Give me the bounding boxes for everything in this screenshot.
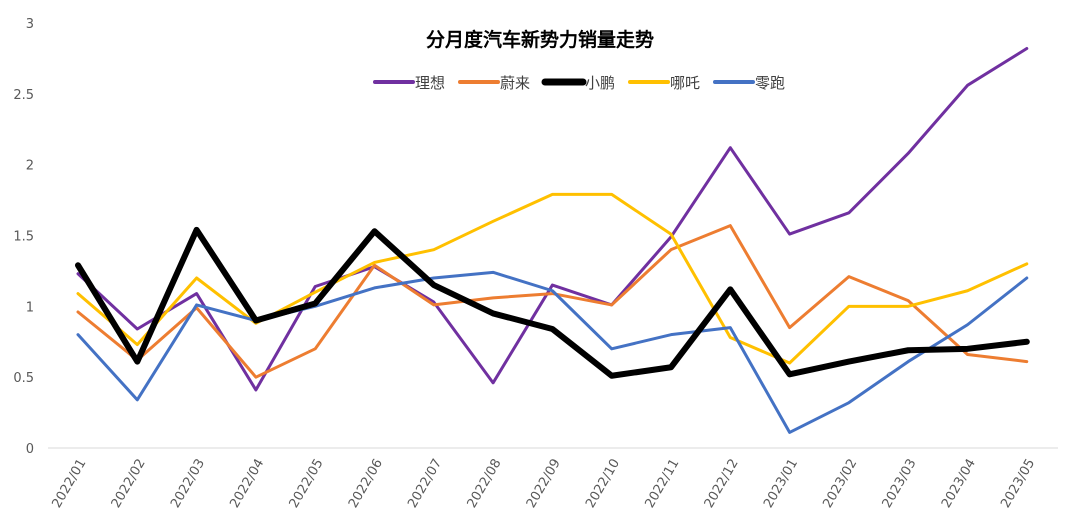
series-line-2	[75, 226, 1030, 379]
x-tick-label: 2022/11	[642, 457, 682, 511]
series-lines	[75, 47, 1030, 434]
legend-label: 哪吒	[670, 74, 700, 92]
legend-label: 蔚来	[500, 74, 530, 92]
x-tick-label: 2022/06	[346, 457, 386, 511]
x-tick-label: 2022/08	[465, 456, 505, 510]
x-tick-label: 2022/02	[109, 457, 149, 511]
legend-item: 零跑	[713, 74, 785, 92]
legend-item: 小鹏	[541, 74, 615, 92]
legend-label: 理想	[415, 74, 445, 92]
x-tick-label: 2022/12	[702, 457, 742, 511]
legend-label: 小鹏	[585, 74, 615, 92]
legend-item: 蔚来	[458, 74, 530, 92]
chart-title: 分月度汽车新势力销量走势	[426, 28, 654, 51]
x-tick-label: 2023/04	[939, 457, 979, 511]
series-line-4	[76, 270, 1029, 434]
y-tick-label: 1	[26, 300, 34, 315]
y-tick-label: 1.5	[13, 230, 34, 245]
x-tick-label: 2022/07	[405, 457, 445, 511]
x-tick-label: 2023/01	[761, 457, 801, 511]
legend-item: 理想	[373, 74, 445, 92]
x-tick-label: 2023/05	[998, 457, 1038, 511]
y-tick-label: 0.5	[13, 371, 34, 386]
y-tick-label: 2	[26, 159, 34, 174]
x-tick-label: 2022/03	[168, 457, 208, 511]
x-tick-label: 2023/02	[820, 457, 860, 511]
x-axis: 2022/01 2022/02 2022/03 2022/04 2022/05 2022/…	[48, 447, 1058, 511]
y-tick-label: 0	[26, 442, 34, 457]
y-axis: 0 0.5 1 1.5 2 2.5 3	[13, 17, 34, 457]
y-tick-label: 2.5	[13, 88, 34, 103]
x-tick-label: 2022/05	[287, 457, 327, 511]
x-tick-label: 2022/10	[583, 457, 623, 511]
series-line-0	[76, 47, 1029, 392]
x-tick-label: 2022/09	[524, 457, 564, 511]
legend-label: 零跑	[755, 74, 785, 92]
x-tick-label: 2022/04	[227, 457, 267, 511]
series-line-3	[76, 192, 1029, 365]
y-tick-label: 3	[26, 17, 34, 32]
x-tick-label: 2022/01	[49, 457, 89, 511]
x-tick-label: 2023/03	[880, 457, 920, 511]
legend-item: 哪吒	[628, 74, 700, 92]
series-line-1	[76, 224, 1029, 379]
legend: 理想 蔚来 小鹏 哪吒 零跑	[373, 74, 785, 92]
